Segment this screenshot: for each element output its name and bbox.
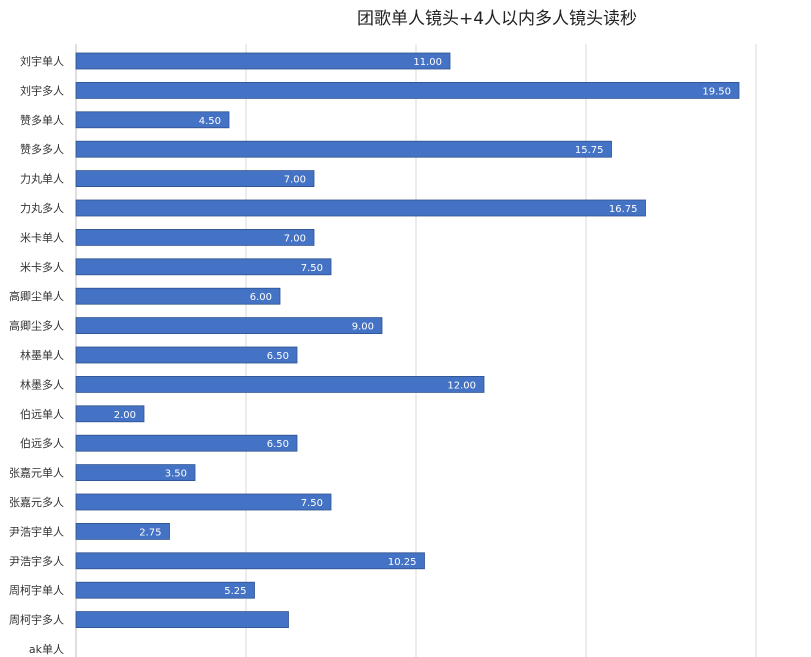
category-label: 赞多单人 [20,113,64,127]
data-label: 6.00 [250,292,272,303]
category-labels: 刘宇单人刘宇多人赞多单人赞多多人力丸单人力丸多人米卡单人米卡多人高卿尘单人高卿尘… [9,55,64,656]
category-label: 力丸单人 [20,173,64,186]
data-label: 10.25 [388,557,417,568]
data-label: 15.75 [575,145,604,156]
category-label: 伯远多人 [20,436,64,450]
data-label: 12.00 [447,380,476,391]
bar [75,52,451,70]
category-label: 周柯宇多人 [9,613,64,627]
data-labels: 11.00 19.50 4.50 15.75 7.00 16.75 7.00 7.50 6.00… [114,57,731,597]
data-label: 4.50 [199,116,221,127]
bar [75,258,332,276]
category-label: 尹浩宇多人 [9,554,64,568]
bar [75,140,612,158]
bar [75,375,485,393]
category-label: 张嘉元多人 [9,495,64,509]
category-label: 高卿尘单人 [9,289,64,303]
bar [75,170,315,188]
data-label: 7.00 [284,233,306,244]
bar [75,199,646,217]
category-label: 刘宇单人 [20,55,64,68]
category-label: 高卿尘多人 [9,319,64,333]
bar [75,82,740,99]
bar [75,581,255,599]
bar [75,405,145,423]
category-label: 林墨多人 [20,377,64,391]
data-label: 7.50 [301,498,323,509]
category-label: 力丸多人 [20,201,64,215]
bar [75,493,332,511]
bar [75,552,425,570]
bar [75,611,289,628]
data-label: 7.00 [284,175,306,186]
bar [75,464,196,482]
chart-title: 团歌单人镜头+4人以内多人镜头读秒 [357,9,637,29]
bar [75,346,298,364]
data-label: 2.00 [114,410,136,421]
bar [75,434,298,452]
data-label: 6.50 [267,439,289,450]
bar [75,228,315,246]
category-label: 林墨单人 [20,348,64,362]
bar [75,523,170,540]
data-label: 5.25 [224,586,246,597]
category-label: 周柯宇单人 [9,584,64,597]
data-label: 11.00 [413,57,442,68]
data-label: 3.50 [165,469,187,480]
data-label: 9.00 [352,322,374,333]
bar [75,317,383,335]
bar [75,111,230,129]
category-label: 伯远单人 [20,407,64,421]
bar [75,287,281,305]
category-label: 张嘉元单人 [9,466,64,480]
data-label: 6.50 [267,351,289,362]
category-label: 刘宇多人 [20,83,64,97]
category-label: 米卡多人 [20,260,64,274]
category-label: ak单人 [29,643,64,656]
bars [75,52,740,628]
data-label: 2.75 [139,527,161,538]
data-label: 7.50 [301,263,323,274]
data-label: 19.50 [702,86,731,97]
category-label: 赞多多人 [20,142,64,156]
data-label: 16.75 [609,204,638,215]
category-label: 米卡单人 [20,231,64,244]
category-label: 尹浩宇单人 [9,525,64,538]
